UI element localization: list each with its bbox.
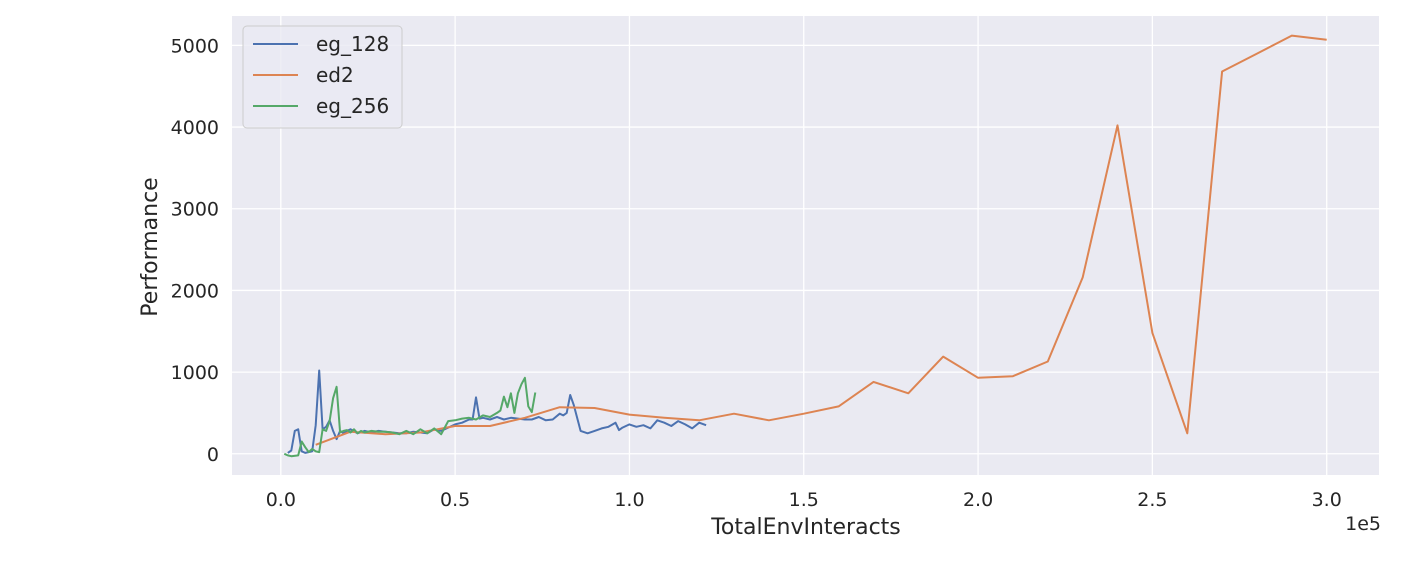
x-tick-label: 1.5 xyxy=(789,489,819,511)
series-line-eg_128 xyxy=(287,369,707,454)
x-tick-label: 2.5 xyxy=(1137,489,1167,511)
legend-box xyxy=(242,25,403,129)
y-tick-label: 3000 xyxy=(171,199,219,221)
x-tick-label: 0.0 xyxy=(266,489,296,511)
y-tick-label: 5000 xyxy=(171,35,219,57)
plot-area xyxy=(232,16,1379,475)
legend-label-ed2: ed2 xyxy=(316,63,354,87)
x-tick-label: 0.5 xyxy=(440,489,470,511)
x-axis-label: TotalEnvInteracts xyxy=(710,515,901,540)
y-tick-label: 1000 xyxy=(171,362,219,384)
y-tick-label: 2000 xyxy=(171,280,219,302)
x-tick-label: 1.0 xyxy=(614,489,644,511)
legend: eg_128 ed2 eg_256 xyxy=(242,25,403,129)
x-tick-labels: 0.0 0.5 1.0 1.5 2.0 2.5 3.0 xyxy=(266,489,1342,511)
x-tick-label: 2.0 xyxy=(963,489,993,511)
y-tick-label: 4000 xyxy=(171,117,219,139)
series-lines xyxy=(283,34,1327,458)
legend-label-eg_256: eg_256 xyxy=(316,94,389,118)
legend-label-eg_128: eg_128 xyxy=(316,32,389,56)
series-line-eg_256 xyxy=(283,376,537,458)
series-line-ed2 xyxy=(315,34,1327,446)
x-axis-offset-label: 1e5 xyxy=(1345,513,1381,535)
y-tick-labels: 0 1000 2000 3000 4000 5000 xyxy=(171,35,219,465)
x-tick-label: 3.0 xyxy=(1312,489,1342,511)
y-axis-label: Performance xyxy=(138,177,163,316)
grid-lines xyxy=(232,16,1379,475)
y-tick-label: 0 xyxy=(207,444,219,466)
